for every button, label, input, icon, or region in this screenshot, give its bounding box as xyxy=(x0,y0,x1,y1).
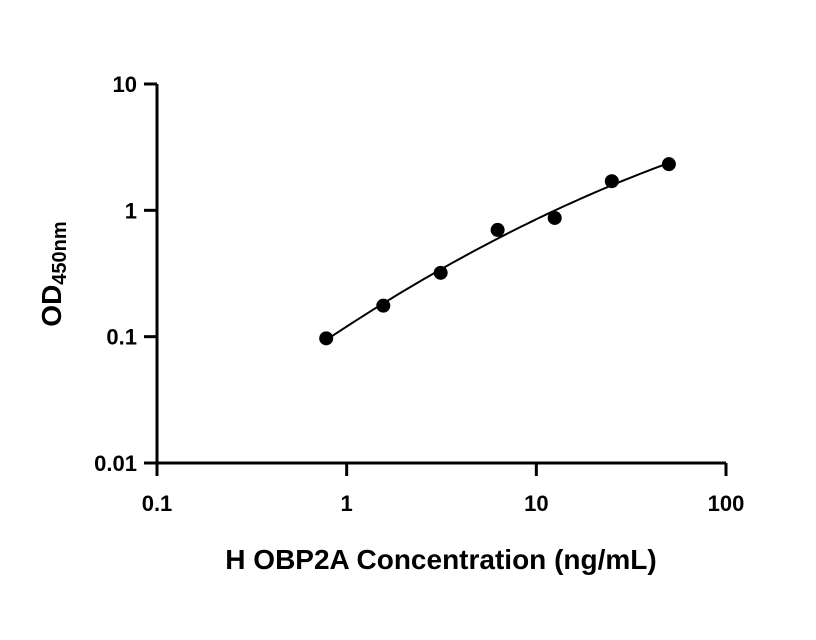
data-point xyxy=(604,174,619,189)
data-point xyxy=(319,331,334,346)
y-tick-label: 0.1 xyxy=(106,325,137,350)
x-tick-label: 0.1 xyxy=(142,491,173,516)
y-axis-title: OD450nm xyxy=(36,221,71,326)
data-point xyxy=(547,210,562,225)
y-axis-title-main: OD xyxy=(36,285,67,327)
x-tick-label: 100 xyxy=(708,491,745,516)
data-points-layer xyxy=(319,157,676,346)
data-point xyxy=(433,265,448,280)
x-tick-label: 1 xyxy=(341,491,353,516)
y-tick-label: 10 xyxy=(113,72,137,97)
fit-curve-layer xyxy=(325,161,670,341)
axes xyxy=(155,84,726,465)
x-axis-title: H OBP2A Concentration (ng/mL) xyxy=(225,544,656,575)
data-point xyxy=(376,298,391,313)
y-axis-title-subscript: 450nm xyxy=(49,221,71,284)
x-tick-label: 10 xyxy=(524,491,548,516)
data-point xyxy=(661,157,676,172)
y-tick-label: 1 xyxy=(125,198,137,223)
x-axis-ticks: 0.1 1 10 100 xyxy=(142,463,745,516)
data-point xyxy=(490,222,505,237)
y-tick-label: 0.01 xyxy=(94,451,137,476)
y-axis-ticks: 0.01 0.1 1 10 xyxy=(94,72,157,476)
fit-curve xyxy=(325,161,670,341)
